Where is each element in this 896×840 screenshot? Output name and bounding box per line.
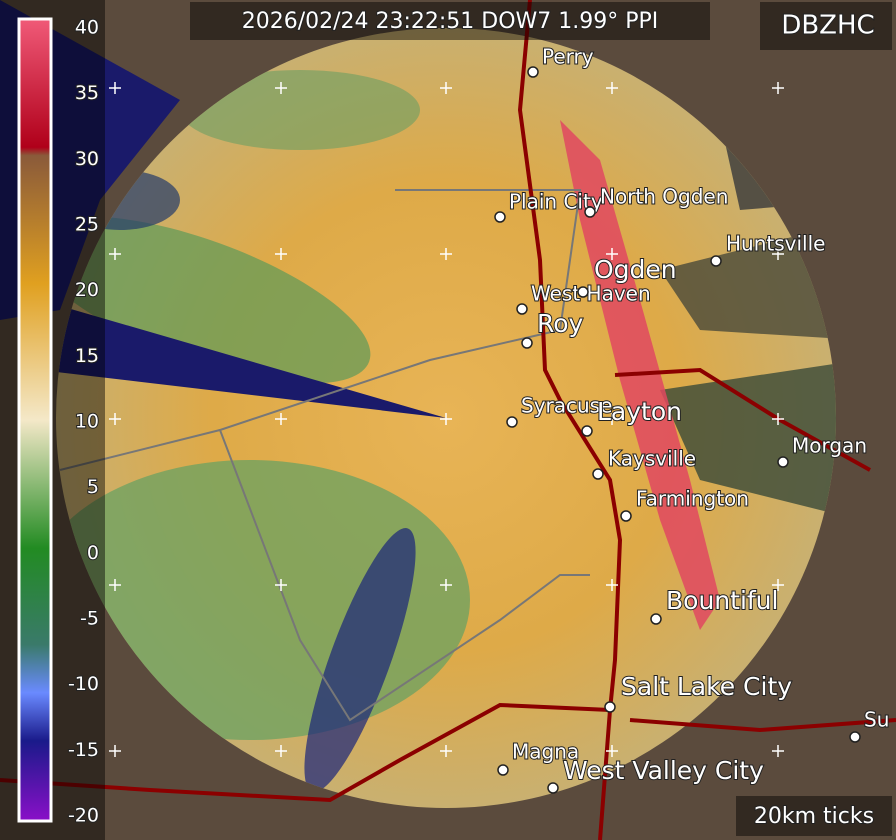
range-tick xyxy=(275,745,287,757)
colorbar-tick-label: 15 xyxy=(75,345,99,367)
range-tick xyxy=(109,413,121,425)
city-label: Huntsville xyxy=(726,232,825,256)
range-tick xyxy=(275,579,287,591)
city-label: Magna xyxy=(512,740,579,764)
colorbar-tick-label: 0 xyxy=(87,542,99,564)
range-tick xyxy=(440,248,452,260)
range-tick xyxy=(772,745,784,757)
colorbar xyxy=(17,17,53,823)
city-label: West Haven xyxy=(531,282,651,306)
city-label: Farmington xyxy=(636,487,749,511)
colorbar-tick-label: 25 xyxy=(75,214,99,236)
range-tick xyxy=(606,745,618,757)
city-label: Morgan xyxy=(792,434,867,458)
city-label: Bountiful xyxy=(666,586,778,615)
city-label: Layton xyxy=(597,397,682,426)
colorbar-tick-label: 40 xyxy=(75,17,99,39)
range-tick xyxy=(440,745,452,757)
range-tick xyxy=(109,82,121,94)
range-tick xyxy=(109,745,121,757)
city-label: Kaysville xyxy=(608,447,696,471)
colorbar-tick-label: -5 xyxy=(80,608,99,630)
range-tick xyxy=(606,248,618,260)
range-tick xyxy=(275,413,287,425)
product: DBZHC xyxy=(781,11,874,41)
colorbar-tick-label: 5 xyxy=(87,476,99,498)
range-ticks xyxy=(109,82,784,757)
range-tick xyxy=(109,579,121,591)
range-tick xyxy=(772,579,784,591)
title: 2026/02/24 23:22:51 DOW7 1.99° PPI xyxy=(242,9,659,34)
range-tick xyxy=(772,82,784,94)
range-tick xyxy=(606,579,618,591)
city-label: North Ogden xyxy=(600,185,728,209)
title-backdrop xyxy=(190,2,710,40)
colorbar-tick-label: -10 xyxy=(68,673,99,695)
colorbar-tick-label: -15 xyxy=(68,739,99,761)
boundaries xyxy=(59,189,590,722)
range-tick xyxy=(275,248,287,260)
city-label: Perry xyxy=(542,45,594,69)
range-tick xyxy=(440,413,452,425)
colorbar-tick-label: -20 xyxy=(68,805,99,827)
range-tick xyxy=(772,413,784,425)
range-tick xyxy=(772,248,784,260)
city-label: Su xyxy=(864,708,889,732)
cities: Perry Plain City North Ogden Huntsville … xyxy=(508,44,890,787)
colorbar-tick-label: 10 xyxy=(75,411,99,433)
colorbar-tick-label: 30 xyxy=(75,148,99,170)
scale-backdrop xyxy=(736,796,892,836)
colorbar-tick-label: 20 xyxy=(75,279,99,301)
city-label: West Valley City xyxy=(563,756,764,785)
product-backdrop xyxy=(760,2,892,50)
city-label: Syracuse xyxy=(521,394,612,418)
range-tick xyxy=(606,82,618,94)
range-tick xyxy=(109,248,121,260)
range-tick xyxy=(440,82,452,94)
city-label: Roy xyxy=(537,309,584,338)
colorbar-tick-label: 35 xyxy=(75,82,99,104)
scale-note: 20km ticks xyxy=(754,804,874,829)
range-tick xyxy=(606,413,618,425)
city-dots xyxy=(494,66,861,794)
city-label: Ogden xyxy=(594,255,677,284)
range-tick xyxy=(440,579,452,591)
range-tick xyxy=(275,82,287,94)
city-label: Salt Lake City xyxy=(621,672,792,701)
